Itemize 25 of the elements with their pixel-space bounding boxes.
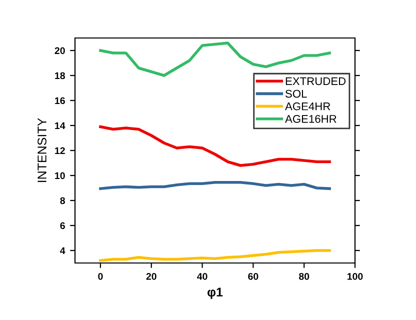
x-tick-label: 0 [98,272,103,280]
y-tick-label: 16 [55,97,65,104]
y-axis-title: INTENSITY [38,118,46,182]
x-tick-label: 100 [348,272,363,280]
y-tick-label: 10 [55,172,65,180]
x-tick-label: 80 [298,272,310,280]
y-tick-label: 8 [60,197,65,204]
x-tick-label: 60 [248,272,258,280]
line-series [99,125,331,167]
x-axis-title: φ1 [208,288,223,299]
line-series [99,42,331,77]
legend-label: EXTRUDED [286,77,346,86]
y-tick-label: 6 [60,222,65,230]
y-tick-label: 14 [55,122,66,130]
line-series [99,249,331,262]
legend-label: AGE4HR [285,102,330,110]
y-tick-label: 18 [55,72,65,80]
legend-label: AGE16HR [285,114,336,123]
y-tick-label: 20 [54,47,65,54]
x-tick-label: 40 [197,272,208,280]
line-series [99,180,331,190]
x-tick-label: 20 [146,272,156,280]
legend-label: SOL [286,90,307,98]
y-tick-label: 12 [55,147,65,154]
y-tick-label: 4 [60,247,66,254]
